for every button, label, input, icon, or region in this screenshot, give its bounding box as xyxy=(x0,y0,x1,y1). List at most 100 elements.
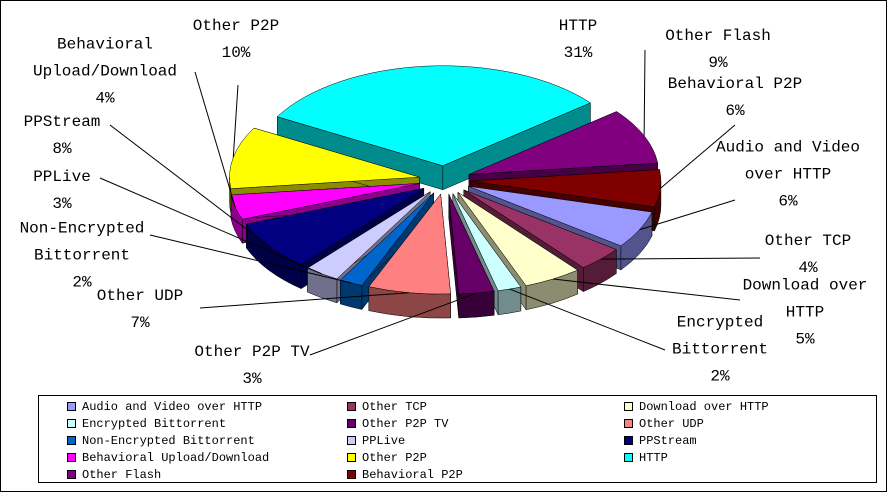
legend-swatch xyxy=(67,419,76,428)
legend-item: Download over HTTP xyxy=(624,398,769,415)
slice-label: Behavioral Upload/Download 4% xyxy=(30,32,180,113)
leader-line xyxy=(309,292,477,356)
legend-item: Non-Encrypted Bittorrent xyxy=(67,432,255,449)
legend-item: Behavioral P2P xyxy=(347,466,463,483)
slice-label: Audio and Video over HTTP 6% xyxy=(713,135,863,216)
label-value: 7% xyxy=(130,314,150,332)
label-name: Encrypted Bittorrent xyxy=(671,313,768,359)
legend-item: PPLive xyxy=(347,432,405,449)
slice xyxy=(276,65,592,167)
leader-line xyxy=(639,199,736,231)
label-name: Other TCP xyxy=(764,232,852,250)
leader-line xyxy=(643,49,646,136)
slice-label: Behavioral P2P 6% xyxy=(668,71,802,125)
legend-item: Other P2P xyxy=(347,449,427,466)
legend-label: PPLive xyxy=(362,433,406,448)
legend-item: Other TCP xyxy=(347,398,427,415)
legend-swatch xyxy=(624,402,633,411)
label-value: 5% xyxy=(795,330,815,349)
label-name: Download over HTTP xyxy=(742,276,868,322)
leader-line xyxy=(600,257,761,260)
leader-line xyxy=(660,124,736,189)
leader-line xyxy=(232,84,239,158)
legend-label: PPStream xyxy=(639,433,697,448)
legend-item: Audio and Video over HTTP xyxy=(67,398,262,415)
slice-label: PPStream 8% xyxy=(24,109,101,163)
slice xyxy=(468,185,653,247)
legend-label: Download over HTTP xyxy=(639,399,769,414)
legend-swatch xyxy=(624,436,633,445)
slice xyxy=(230,183,420,220)
legend-item: Encrypted Bittorrent xyxy=(67,415,226,432)
legend-item: Other Flash xyxy=(67,466,161,483)
legend-item: Other P2P TV xyxy=(347,415,448,432)
slices xyxy=(229,65,662,319)
slice-label: HTTP 31% xyxy=(559,13,597,67)
legend-swatch xyxy=(347,436,356,445)
legend-label: Other Flash xyxy=(82,467,162,482)
label-name: Audio and Video over HTTP xyxy=(715,138,861,184)
leader-line xyxy=(109,124,270,247)
label-name: PPStream xyxy=(23,113,101,131)
legend-swatch xyxy=(67,402,76,411)
label-value: 10% xyxy=(221,44,251,62)
slice-label: Other TCP 4% xyxy=(765,228,851,282)
legend-label: Behavioral Upload/Download xyxy=(82,450,270,465)
legend-label: Encrypted Bittorrent xyxy=(82,416,227,431)
slice-label: PPLive 3% xyxy=(33,164,91,218)
slice-label: Download over HTTP 5% xyxy=(738,273,873,354)
leader-line xyxy=(552,278,741,301)
slice-label: Non-Encrypted Bittorrent 2% xyxy=(15,216,150,297)
legend-label: Other UDP xyxy=(639,416,704,431)
legend-swatch xyxy=(67,453,76,462)
legend-label: HTTP xyxy=(639,450,668,465)
slice xyxy=(463,189,617,268)
label-value: 8% xyxy=(52,140,72,158)
label-name: HTTP xyxy=(558,17,598,35)
legend-label: Other P2P xyxy=(362,450,427,465)
label-value: 9% xyxy=(708,54,728,72)
label-value: 2% xyxy=(710,367,730,386)
legend-swatch xyxy=(347,419,356,428)
legend-label: Non-Encrypted Bittorrent xyxy=(82,433,255,448)
slice-side xyxy=(497,286,522,316)
legend-label: Other P2P TV xyxy=(362,416,449,431)
label-name: Other UDP xyxy=(96,287,184,305)
leader-line xyxy=(99,177,322,275)
label-value: 3% xyxy=(52,195,72,213)
slice xyxy=(448,194,495,319)
label-value: 6% xyxy=(725,102,745,120)
slice xyxy=(276,65,592,191)
label-name: Behavioral P2P xyxy=(667,75,803,93)
slice-label: Other Flash 9% xyxy=(665,23,771,77)
slice xyxy=(229,127,420,189)
slice-side xyxy=(458,290,495,319)
legend-label: Audio and Video over HTTP xyxy=(82,399,263,414)
label-name: Other P2P TV xyxy=(194,343,310,361)
label-value: 6% xyxy=(778,192,798,211)
label-value: 3% xyxy=(242,370,262,388)
legend-label: Other TCP xyxy=(362,399,427,414)
legend-swatch xyxy=(67,436,76,445)
label-name: Other Flash xyxy=(665,27,771,45)
slice xyxy=(470,169,662,208)
legend-swatch xyxy=(347,453,356,462)
legend-item: HTTP xyxy=(624,449,668,466)
label-name: PPLive xyxy=(33,168,91,186)
legend-swatch xyxy=(624,419,633,428)
slice-label: Encrypted Bittorrent 2% xyxy=(665,310,775,391)
slice xyxy=(448,194,495,295)
leader-line xyxy=(509,288,666,351)
slice xyxy=(368,193,451,319)
legend-swatch xyxy=(347,470,356,479)
slice-label: Other P2P TV 3% xyxy=(194,339,309,393)
label-value: 4% xyxy=(95,89,115,108)
label-name: Non-Encrypted Bittorrent xyxy=(19,219,145,265)
label-value: 2% xyxy=(72,273,92,292)
legend-item: Behavioral Upload/Download xyxy=(67,449,269,466)
legend-swatch xyxy=(624,453,633,462)
leader-line xyxy=(199,292,410,309)
